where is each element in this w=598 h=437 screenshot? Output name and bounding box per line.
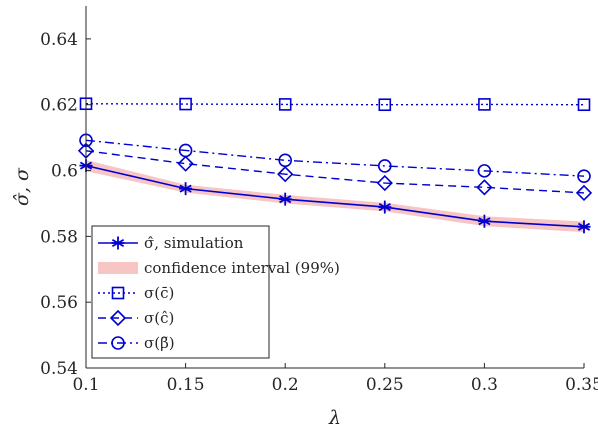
legend-label: σ̂, simulation xyxy=(144,234,244,252)
legend: σ̂, simulation confidence interval (99%) σ… xyxy=(91,225,340,359)
axes: 0.1 0.15 0.2 0.25 0.3 0.35 0.54 0.56 0.58 0.6 0.62… xyxy=(40,6,598,395)
data-point xyxy=(278,192,292,206)
x-tick-label: 0.15 xyxy=(167,375,205,395)
data-point xyxy=(577,169,591,183)
legend-marker xyxy=(111,286,125,300)
data-point xyxy=(179,97,192,111)
y-axis-label: σ̂, σ xyxy=(11,167,33,206)
legend-marker xyxy=(111,236,125,250)
legend-box xyxy=(91,225,270,359)
data-point xyxy=(278,153,293,168)
x-tick-label: 0.1 xyxy=(72,375,99,395)
data-point xyxy=(177,155,194,172)
data-point xyxy=(577,220,591,234)
x-tick-label: 0.3 xyxy=(471,375,498,395)
data-point xyxy=(477,164,492,178)
y-tick-label: 0.56 xyxy=(40,293,78,313)
y-tick-label: 0.54 xyxy=(40,359,78,379)
y-tick-label: 0.6 xyxy=(51,162,78,182)
legend-label: confidence interval (99%) xyxy=(144,259,340,277)
x-tick-label: 0.25 xyxy=(366,375,404,395)
y-tick-label: 0.62 xyxy=(40,96,78,116)
data-point xyxy=(478,98,491,111)
legend-label: σ(β̃) xyxy=(144,334,175,352)
series-line xyxy=(85,164,585,228)
data-point xyxy=(378,98,392,112)
x-tick-label: 0.2 xyxy=(272,375,299,395)
legend-marker xyxy=(109,309,127,327)
legend-swatch xyxy=(98,262,138,274)
series-line xyxy=(85,139,585,177)
data-point xyxy=(377,159,392,173)
data-point xyxy=(476,179,493,196)
series-2 xyxy=(77,142,593,202)
x-axis-label: λ xyxy=(328,407,341,429)
data-point xyxy=(378,200,392,214)
confidence-band xyxy=(86,160,584,233)
legend-label: σ(ĉ) xyxy=(144,309,174,327)
legend-item: σ(β̃) xyxy=(98,334,175,352)
x-tick-label: 0.35 xyxy=(565,375,598,395)
data-point xyxy=(577,98,591,112)
series-line xyxy=(85,150,585,194)
data-point xyxy=(278,98,292,111)
data-point xyxy=(575,184,593,202)
data-point xyxy=(178,143,193,158)
data-point xyxy=(179,182,193,196)
data-point xyxy=(376,174,393,192)
y-tick-label: 0.64 xyxy=(40,30,78,50)
legend-label: σ(c̄) xyxy=(144,284,174,302)
legend-item: σ(c̄) xyxy=(98,284,174,302)
legend-item: σ̂, simulation xyxy=(98,234,244,252)
legend-item: σ(ĉ) xyxy=(98,309,174,327)
legend-item: confidence interval (99%) xyxy=(98,259,340,277)
data-point xyxy=(277,166,294,183)
data-point xyxy=(477,214,491,228)
series-line xyxy=(85,103,585,106)
y-tick-label: 0.58 xyxy=(40,227,78,247)
legend-marker xyxy=(111,336,125,350)
series-3 xyxy=(79,133,591,183)
